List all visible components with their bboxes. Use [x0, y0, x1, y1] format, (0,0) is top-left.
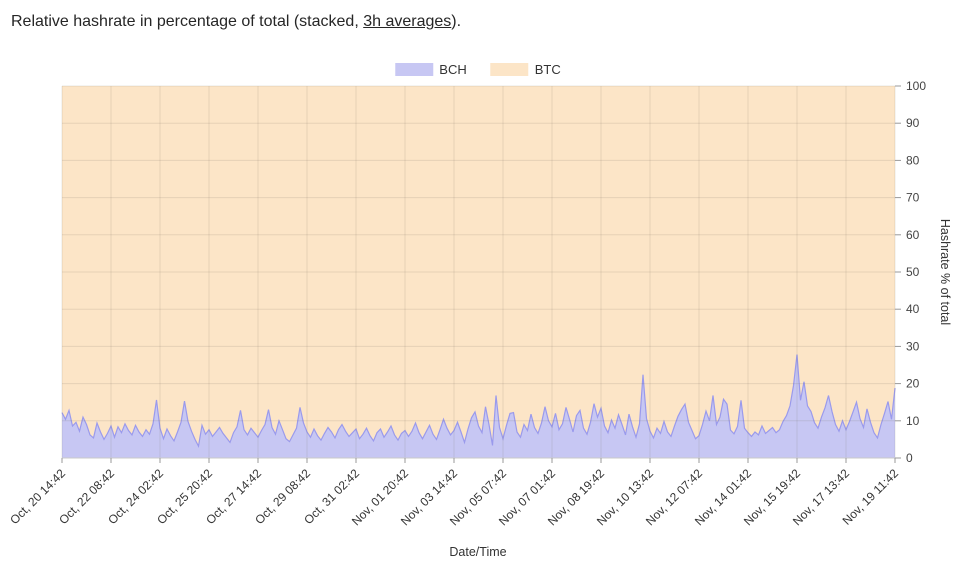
legend-item-btc[interactable]: BTC	[490, 62, 561, 77]
btc-legend-label: BTC	[534, 62, 561, 77]
y-tick-label: 0	[906, 451, 913, 465]
averages-link[interactable]: 3h averages	[363, 13, 452, 30]
y-tick-label: 30	[906, 339, 920, 353]
y-tick-label: 90	[906, 116, 920, 130]
btc-color-swatch	[490, 63, 529, 76]
y-tick-label: 50	[906, 265, 920, 279]
bch-color-swatch	[395, 63, 434, 76]
chart-title-suffix: ).	[451, 13, 462, 30]
y-tick-label: 70	[906, 191, 920, 205]
y-tick-label: 100	[906, 79, 926, 93]
chart-legend: BCH BTC	[395, 62, 561, 77]
bch-area	[62, 354, 895, 458]
legend-item-bch[interactable]: BCH	[395, 62, 467, 77]
bch-legend-label: BCH	[439, 62, 467, 77]
chart-title: Relative hashrate in percentage of total…	[11, 13, 461, 31]
y-tick-label: 20	[906, 377, 920, 391]
bch-line	[61, 354, 896, 448]
gridlines	[61, 85, 896, 459]
y-tick-label: 40	[906, 302, 920, 316]
axes	[61, 85, 901, 463]
y-tick-label: 10	[906, 414, 920, 428]
btc-area	[62, 86, 895, 447]
y-axis-title: Hashrate % of total	[938, 219, 952, 325]
y-tick-label: 80	[906, 153, 920, 167]
x-axis-title: Date/Time	[449, 545, 506, 559]
chart-title-text: Relative hashrate in percentage of total…	[11, 13, 364, 30]
chart-areas	[61, 86, 896, 458]
y-tick-label: 60	[906, 228, 920, 242]
